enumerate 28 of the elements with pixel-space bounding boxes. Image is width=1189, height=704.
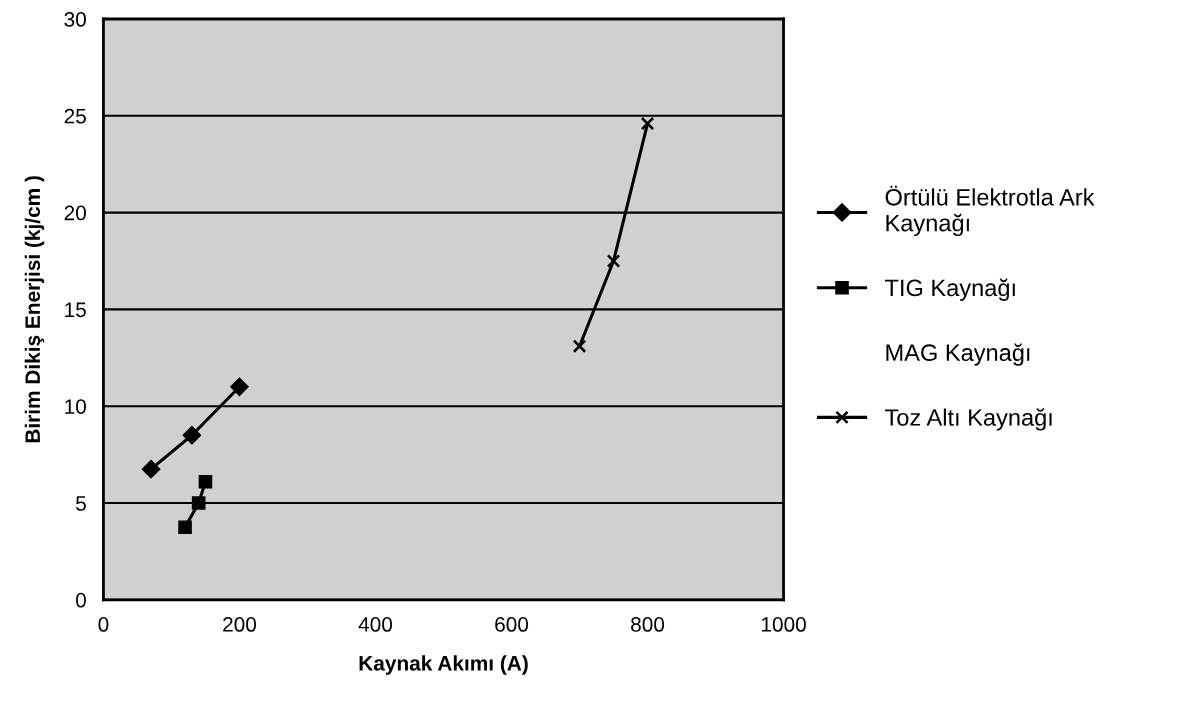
y-tick-label: 15: [65, 302, 86, 318]
point: [191, 496, 206, 510]
point: [230, 377, 249, 396]
y-tick-label: 30: [64, 12, 86, 27]
x-tick-label: 1000: [761, 617, 806, 632]
y-tick-label: 20: [64, 205, 86, 221]
text: MAG Kaynağı: [886, 343, 1030, 366]
y-tick-label: 0: [76, 592, 86, 608]
x-tick-label: 200: [223, 617, 257, 632]
y-axis-title: Birim Dikiş Enerjisi (kj/cm ): [24, 176, 45, 443]
point: [178, 520, 192, 535]
point: [182, 426, 201, 445]
point: [640, 116, 655, 131]
legend-label: TIG Kaynağı: [885, 278, 1015, 301]
point: [572, 339, 587, 353]
point: [198, 474, 213, 489]
y-tick-label: 5: [76, 496, 86, 511]
point: [141, 460, 161, 479]
legend-label: Örtülü Elektrotla Ark Kaynağı: [885, 185, 1095, 237]
x-tick-label: 800: [631, 617, 665, 632]
x-axis-title: Kaynak Akımı (A): [359, 655, 528, 675]
x-tick-label: 0: [98, 617, 109, 632]
x-tick-label: 400: [358, 617, 393, 632]
legend-label: Toz Altı Kaynağı: [885, 408, 1052, 431]
y-tick-label: 10: [65, 399, 86, 414]
point: [606, 254, 621, 268]
y-tick-label: 25: [64, 108, 86, 124]
x-tick-label: 600: [495, 617, 529, 632]
